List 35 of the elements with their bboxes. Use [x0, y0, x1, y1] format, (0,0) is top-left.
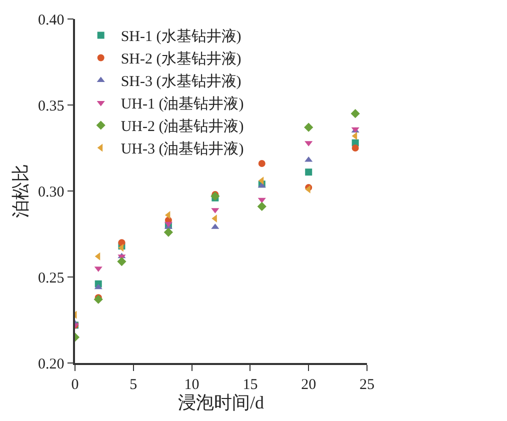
x-tick-label: 10	[184, 376, 200, 393]
x-tick-label: 0	[71, 376, 79, 393]
point	[94, 252, 100, 260]
point	[210, 192, 220, 201]
legend-label: SH-3 (水基钻井液)	[120, 73, 242, 90]
point	[94, 284, 102, 290]
x-tick-label: 25	[360, 376, 374, 393]
x-tick-label: 15	[242, 376, 258, 393]
point	[164, 211, 170, 220]
legend-label: UH-1 (油基钻井液)	[120, 96, 244, 113]
point	[352, 144, 359, 152]
legend-label: UH-2 (油基钻井液)	[120, 118, 244, 136]
point	[350, 109, 360, 118]
point	[304, 122, 314, 132]
point	[257, 202, 266, 212]
y-tick-label: 0.25	[38, 270, 64, 286]
point	[94, 294, 103, 304]
y-tick-label: 0.35	[38, 98, 64, 114]
point	[305, 168, 312, 176]
point	[258, 198, 266, 204]
point	[164, 228, 173, 237]
point	[258, 160, 266, 167]
y-axis-title: 泊松比	[10, 164, 31, 218]
y-tick-label: 0.30	[38, 184, 64, 200]
x-axis-title: 浸泡时间/d	[178, 392, 264, 413]
y-tick-label: 0.40	[38, 12, 64, 28]
point	[258, 176, 264, 185]
legend-label: SH-2 (水基钻井液)	[120, 50, 242, 68]
legend-label: SH-1 (水基钻井液)	[120, 28, 242, 46]
point	[117, 256, 126, 266]
x-tick-label: 5	[130, 376, 138, 393]
y-tick-label: 0.20	[38, 356, 64, 372]
legend-label: UH-3 (油基钻井液)	[120, 140, 244, 158]
point	[352, 132, 358, 140]
x-tick-label: 20	[301, 376, 316, 393]
